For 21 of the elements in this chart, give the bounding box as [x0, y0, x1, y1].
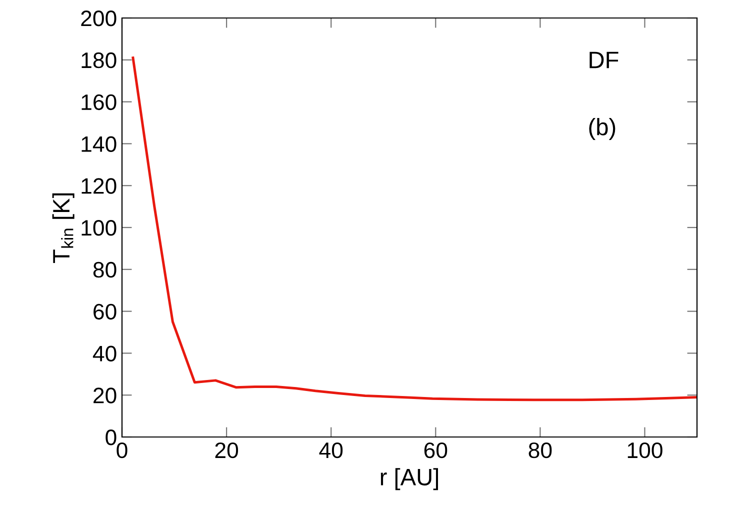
annotation: (b): [589, 118, 616, 140]
x-tick-label: 100: [628, 442, 662, 458]
y-tick-label: 180: [82, 52, 116, 68]
x-tick-label: 0: [116, 442, 128, 458]
y-tick-label: 40: [92, 346, 116, 362]
y-tick-label: 120: [82, 178, 116, 194]
y-tick-label: 60: [94, 304, 116, 320]
y-tick-label: 200: [81, 10, 116, 26]
x-tick-label: 80: [528, 442, 552, 458]
annotation: DF: [590, 52, 618, 68]
x-tick-label: 40: [319, 442, 343, 458]
x-tick-label: 60: [424, 442, 448, 458]
x-axis-title: r [AU]: [380, 468, 438, 490]
y-tick-label: 20: [94, 388, 116, 404]
y-tick-label: 0: [106, 430, 116, 446]
y-tick-label: 160: [82, 94, 116, 110]
y-tick-label: 140: [82, 136, 116, 152]
y-axis-title: T$_{kin}$ [K]: [52, 193, 74, 263]
y-tick-label: 100: [82, 220, 116, 236]
y-tick-label: 80: [93, 262, 116, 278]
x-tick-label: 20: [215, 442, 238, 458]
